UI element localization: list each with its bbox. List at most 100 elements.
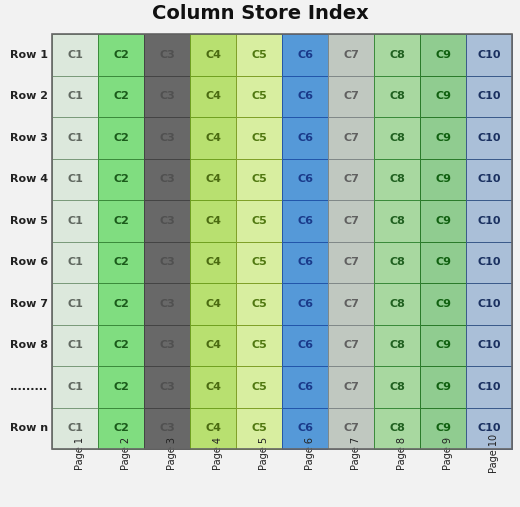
Text: C6: C6 bbox=[297, 50, 313, 60]
Text: C9: C9 bbox=[435, 50, 451, 60]
Text: C4: C4 bbox=[205, 50, 221, 60]
Bar bbox=[420, 366, 466, 408]
Text: C3: C3 bbox=[159, 91, 175, 101]
Text: C5: C5 bbox=[251, 340, 267, 350]
Text: C7: C7 bbox=[343, 91, 359, 101]
Bar bbox=[98, 324, 144, 366]
Bar bbox=[52, 324, 98, 366]
Text: C1: C1 bbox=[67, 423, 83, 433]
Text: Page 10: Page 10 bbox=[489, 433, 499, 473]
Bar bbox=[144, 324, 190, 366]
Text: C5: C5 bbox=[251, 174, 267, 184]
Text: C7: C7 bbox=[343, 50, 359, 60]
Bar bbox=[144, 366, 190, 408]
Bar bbox=[52, 34, 512, 449]
Bar bbox=[466, 366, 512, 408]
Bar bbox=[144, 117, 190, 159]
Text: Page 8: Page 8 bbox=[397, 437, 407, 469]
Text: Row 6: Row 6 bbox=[10, 257, 48, 267]
Bar bbox=[282, 408, 328, 449]
Text: C7: C7 bbox=[343, 174, 359, 184]
Bar bbox=[144, 200, 190, 241]
Text: C5: C5 bbox=[251, 91, 267, 101]
Bar bbox=[236, 159, 282, 200]
Text: C6: C6 bbox=[297, 299, 313, 309]
Text: C3: C3 bbox=[159, 257, 175, 267]
Bar bbox=[52, 283, 98, 324]
Bar bbox=[282, 241, 328, 283]
Text: C3: C3 bbox=[159, 133, 175, 143]
Bar bbox=[52, 241, 98, 283]
Bar bbox=[374, 241, 420, 283]
Bar bbox=[98, 200, 144, 241]
Text: C5: C5 bbox=[251, 382, 267, 392]
Bar bbox=[190, 324, 236, 366]
Bar bbox=[144, 283, 190, 324]
Text: C8: C8 bbox=[389, 299, 405, 309]
Bar bbox=[420, 200, 466, 241]
Bar bbox=[190, 159, 236, 200]
Text: C1: C1 bbox=[67, 174, 83, 184]
Bar bbox=[144, 159, 190, 200]
Text: C3: C3 bbox=[159, 382, 175, 392]
Text: C7: C7 bbox=[343, 340, 359, 350]
Bar bbox=[98, 408, 144, 449]
Bar bbox=[144, 34, 190, 76]
Text: C9: C9 bbox=[435, 133, 451, 143]
Bar bbox=[144, 408, 190, 449]
Bar bbox=[236, 241, 282, 283]
Bar bbox=[328, 159, 374, 200]
Bar bbox=[236, 76, 282, 117]
Text: .........: ......... bbox=[10, 382, 48, 392]
Bar bbox=[374, 76, 420, 117]
Bar bbox=[52, 200, 98, 241]
Text: C2: C2 bbox=[113, 91, 129, 101]
Text: C1: C1 bbox=[67, 299, 83, 309]
Text: C6: C6 bbox=[297, 174, 313, 184]
Text: C9: C9 bbox=[435, 299, 451, 309]
Bar bbox=[374, 159, 420, 200]
Bar bbox=[328, 366, 374, 408]
Text: Page 5: Page 5 bbox=[259, 437, 269, 469]
Bar bbox=[282, 283, 328, 324]
Bar bbox=[236, 324, 282, 366]
Text: C6: C6 bbox=[297, 91, 313, 101]
Bar bbox=[466, 34, 512, 76]
Text: C6: C6 bbox=[297, 257, 313, 267]
Text: C9: C9 bbox=[435, 423, 451, 433]
Text: Page 7: Page 7 bbox=[351, 437, 361, 469]
Text: C1: C1 bbox=[67, 216, 83, 226]
Text: C7: C7 bbox=[343, 216, 359, 226]
Text: C1: C1 bbox=[67, 382, 83, 392]
Bar bbox=[374, 366, 420, 408]
Text: Row 2: Row 2 bbox=[10, 91, 48, 101]
Text: C4: C4 bbox=[205, 133, 221, 143]
Text: C10: C10 bbox=[477, 91, 501, 101]
Text: C4: C4 bbox=[205, 382, 221, 392]
Text: C3: C3 bbox=[159, 174, 175, 184]
Text: C2: C2 bbox=[113, 216, 129, 226]
Bar bbox=[190, 241, 236, 283]
Bar bbox=[466, 76, 512, 117]
Text: Row 7: Row 7 bbox=[10, 299, 48, 309]
Text: C8: C8 bbox=[389, 50, 405, 60]
Text: C10: C10 bbox=[477, 423, 501, 433]
Text: C4: C4 bbox=[205, 423, 221, 433]
Text: C8: C8 bbox=[389, 133, 405, 143]
Bar bbox=[282, 366, 328, 408]
Text: C6: C6 bbox=[297, 133, 313, 143]
Text: C8: C8 bbox=[389, 382, 405, 392]
Bar bbox=[190, 34, 236, 76]
Bar bbox=[52, 159, 98, 200]
Text: C6: C6 bbox=[297, 216, 313, 226]
Bar bbox=[374, 200, 420, 241]
Text: C2: C2 bbox=[113, 174, 129, 184]
Text: Page 9: Page 9 bbox=[443, 437, 453, 469]
Bar bbox=[52, 366, 98, 408]
Bar bbox=[52, 76, 98, 117]
Text: C9: C9 bbox=[435, 382, 451, 392]
Text: C3: C3 bbox=[159, 340, 175, 350]
Bar bbox=[420, 408, 466, 449]
Bar bbox=[466, 408, 512, 449]
Text: C2: C2 bbox=[113, 382, 129, 392]
